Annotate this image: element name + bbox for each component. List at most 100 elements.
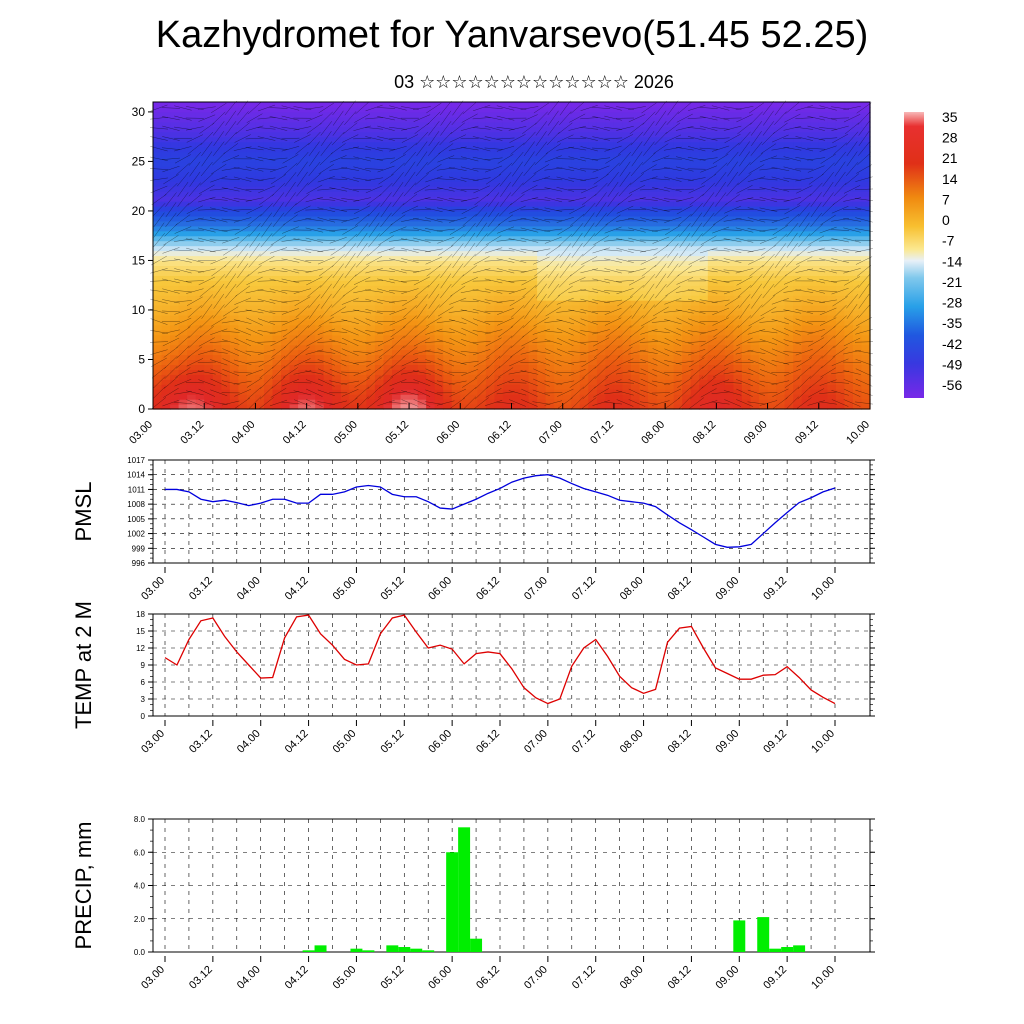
heatmap-cell (170, 280, 180, 286)
heatmap-cell (485, 210, 496, 217)
heatmap-cell (485, 404, 496, 410)
heatmap-cell (153, 102, 163, 108)
heatmap-cell (332, 285, 342, 291)
heatmap-cell (306, 349, 316, 356)
heatmap-cell (759, 329, 769, 336)
heatmap-cell (724, 290, 735, 296)
heatmap-cell (263, 329, 274, 336)
heatmap-cell (477, 151, 487, 158)
heatmap-cell (750, 181, 760, 187)
heatmap-cell (229, 349, 239, 356)
heatmap-cell (153, 196, 163, 202)
heatmap-cell (178, 275, 188, 281)
heatmap-cell (528, 136, 538, 143)
heatmap-cell (776, 270, 786, 276)
heatmap-cell (204, 225, 214, 232)
heatmap-cell (443, 136, 453, 143)
heatmap-cell (528, 210, 538, 217)
heatmap-cell (759, 319, 769, 326)
heatmap-cell (545, 319, 555, 326)
heatmap-cell (306, 121, 316, 128)
heatmap-cell (733, 270, 743, 276)
heatmap-cell (784, 255, 794, 262)
heatmap-cell (281, 215, 291, 222)
heatmap-cell (221, 319, 231, 326)
heatmap-cell (434, 374, 444, 380)
heatmap-cell (195, 111, 205, 118)
heatmap-cell (417, 151, 427, 158)
heatmap-cell (690, 369, 700, 375)
heatmap-cell (827, 102, 837, 108)
heatmap-cell (229, 364, 239, 370)
heatmap-cell (332, 374, 342, 380)
heatmap-cell (383, 225, 393, 232)
heatmap-cell (562, 151, 572, 158)
heatmap-cell (801, 196, 811, 202)
heatmap-cell (631, 151, 641, 158)
heatmap-cell (374, 171, 385, 177)
heatmap-cell (161, 121, 171, 128)
heatmap-cell (485, 354, 496, 361)
heatmap-cell (246, 319, 257, 326)
heatmap-cell (759, 389, 769, 395)
heatmap-cell (776, 176, 786, 182)
heatmap-cell (639, 260, 649, 267)
heatmap-cell (579, 186, 589, 192)
heatmap-cell (528, 275, 538, 281)
heatmap-cell (750, 374, 760, 380)
heatmap-cell (187, 295, 197, 301)
heatmap-cell (690, 230, 700, 237)
heatmap-cell (784, 324, 794, 331)
heatmap-cell (451, 305, 461, 311)
heatmap-cell (494, 305, 504, 311)
heatmap-cell (221, 151, 231, 158)
heatmap-cell (315, 344, 325, 351)
heatmap-cell (656, 171, 666, 177)
heatmap-cell (622, 329, 632, 336)
heatmap-cell (502, 161, 513, 167)
heatmap-cell (238, 309, 248, 316)
heatmap-cell (272, 384, 282, 390)
heatmap-cell (648, 305, 658, 311)
heatmap-cell (229, 225, 239, 232)
heatmap-cell (656, 181, 666, 187)
heatmap-cell (818, 181, 828, 187)
heatmap-cell (289, 186, 299, 192)
heatmap-cell (656, 156, 666, 163)
heatmap-cell (545, 210, 555, 217)
heatmap-cell (682, 131, 692, 138)
heatmap-cell (357, 399, 367, 405)
heatmap-cell (306, 161, 316, 167)
heatmap-cell (818, 225, 828, 232)
heatmap-cell (613, 369, 624, 375)
heatmap-cell (426, 220, 436, 227)
heatmap-cell (485, 270, 496, 276)
heatmap-cell (520, 384, 530, 390)
heatmap-cell (221, 324, 231, 331)
heatmap-cell (443, 349, 453, 356)
heatmap-cell (323, 354, 333, 361)
heatmap-cell (153, 339, 163, 346)
heatmap-cell (161, 161, 171, 167)
heatmap-cell (281, 324, 291, 331)
heatmap-cell (562, 210, 572, 217)
heatmap-cell (212, 210, 222, 217)
heatmap-cell (613, 220, 624, 227)
heatmap-cell (639, 225, 649, 232)
heatmap-cell (306, 305, 316, 311)
heatmap-cell (682, 314, 692, 321)
heatmap-cell (682, 305, 692, 311)
heatmap-cell (554, 364, 564, 370)
heatmap-cell (229, 102, 239, 108)
heatmap-cell (613, 186, 624, 192)
heatmap-cell (827, 111, 837, 118)
heatmap-cell (204, 111, 214, 118)
heatmap-cell (648, 265, 658, 271)
heatmap-cell (229, 151, 239, 158)
heatmap-cell (281, 305, 291, 311)
heatmap-cell (571, 136, 581, 143)
heatmap-cell (366, 319, 376, 326)
heatmap-cell (460, 230, 470, 237)
heatmap-cell (170, 305, 180, 311)
heatmap-cell (204, 319, 214, 326)
